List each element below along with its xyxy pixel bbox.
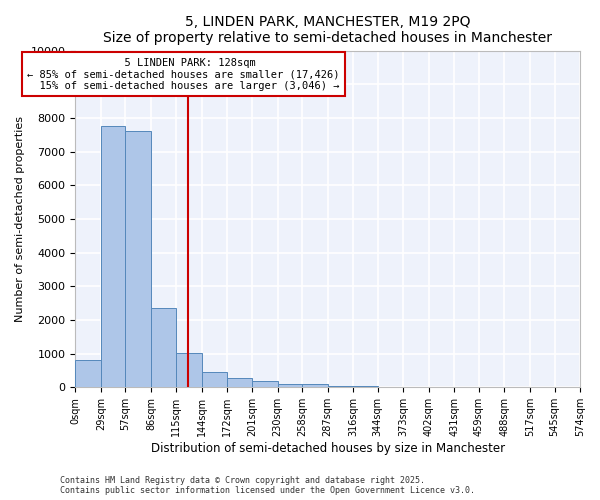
Bar <box>378 386 403 388</box>
Bar <box>151 308 176 388</box>
Bar <box>353 386 378 388</box>
Bar <box>125 132 151 388</box>
Bar <box>302 384 328 388</box>
Title: 5, LINDEN PARK, MANCHESTER, M19 2PQ
Size of property relative to semi-detached h: 5, LINDEN PARK, MANCHESTER, M19 2PQ Size… <box>103 15 552 45</box>
Bar <box>176 353 202 388</box>
Bar <box>252 382 278 388</box>
Bar <box>278 384 302 388</box>
Text: 5 LINDEN PARK: 128sqm
← 85% of semi-detached houses are smaller (17,426)
  15% o: 5 LINDEN PARK: 128sqm ← 85% of semi-deta… <box>27 58 340 90</box>
Bar <box>328 386 353 388</box>
X-axis label: Distribution of semi-detached houses by size in Manchester: Distribution of semi-detached houses by … <box>151 442 505 455</box>
Bar <box>227 378 252 388</box>
Bar <box>75 360 101 388</box>
Bar <box>202 372 227 388</box>
Bar <box>101 126 125 388</box>
Text: Contains HM Land Registry data © Crown copyright and database right 2025.
Contai: Contains HM Land Registry data © Crown c… <box>60 476 475 495</box>
Y-axis label: Number of semi-detached properties: Number of semi-detached properties <box>15 116 25 322</box>
